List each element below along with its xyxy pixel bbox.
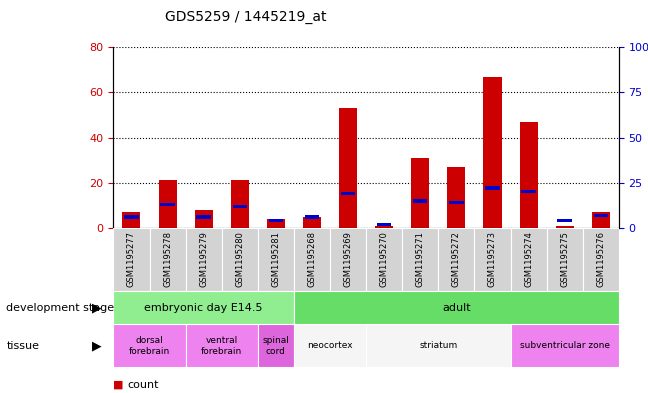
Text: GSM1195272: GSM1195272 bbox=[452, 231, 461, 287]
Bar bbox=[366, 324, 511, 367]
Text: GSM1195275: GSM1195275 bbox=[560, 231, 569, 287]
Bar bbox=[594, 213, 608, 217]
Bar bbox=[402, 228, 438, 291]
Bar bbox=[592, 212, 610, 228]
Text: subventricular zone: subventricular zone bbox=[520, 342, 610, 350]
Bar bbox=[159, 180, 176, 228]
Bar bbox=[294, 228, 330, 291]
Bar bbox=[485, 186, 500, 190]
Bar bbox=[124, 215, 139, 219]
Bar bbox=[258, 324, 294, 367]
Bar bbox=[522, 190, 536, 193]
Text: GSM1195268: GSM1195268 bbox=[307, 231, 316, 287]
Bar bbox=[375, 226, 393, 228]
Bar bbox=[339, 108, 357, 228]
Bar bbox=[447, 167, 465, 228]
Bar bbox=[233, 204, 247, 208]
Bar bbox=[122, 212, 141, 228]
Bar bbox=[267, 219, 285, 228]
Text: GSM1195274: GSM1195274 bbox=[524, 231, 533, 287]
Bar bbox=[160, 203, 175, 206]
Bar bbox=[185, 324, 258, 367]
Text: embryonic day E14.5: embryonic day E14.5 bbox=[145, 303, 263, 312]
Bar bbox=[520, 122, 538, 228]
Bar bbox=[258, 228, 294, 291]
Text: count: count bbox=[128, 380, 159, 390]
Bar bbox=[113, 324, 185, 367]
Text: GSM1195271: GSM1195271 bbox=[416, 231, 425, 287]
Text: GSM1195273: GSM1195273 bbox=[488, 231, 497, 287]
Bar bbox=[196, 215, 211, 219]
Text: GDS5259 / 1445219_at: GDS5259 / 1445219_at bbox=[165, 9, 327, 24]
Bar bbox=[330, 228, 366, 291]
Bar bbox=[413, 199, 428, 202]
Bar bbox=[294, 291, 619, 324]
Bar bbox=[438, 228, 474, 291]
Text: striatum: striatum bbox=[419, 342, 457, 350]
Bar bbox=[547, 228, 583, 291]
Bar bbox=[449, 201, 463, 204]
Bar bbox=[556, 226, 573, 228]
Bar bbox=[511, 228, 547, 291]
Text: GSM1195276: GSM1195276 bbox=[596, 231, 605, 287]
Bar bbox=[583, 228, 619, 291]
Bar bbox=[511, 324, 619, 367]
Text: GSM1195278: GSM1195278 bbox=[163, 231, 172, 287]
Text: GSM1195270: GSM1195270 bbox=[380, 231, 389, 287]
Bar bbox=[303, 217, 321, 228]
Bar bbox=[341, 192, 355, 195]
Text: tissue: tissue bbox=[6, 341, 40, 351]
Bar bbox=[366, 228, 402, 291]
Bar bbox=[269, 219, 283, 222]
Text: GSM1195279: GSM1195279 bbox=[199, 231, 208, 287]
Bar bbox=[185, 228, 222, 291]
Bar bbox=[113, 291, 294, 324]
Text: dorsal
forebrain: dorsal forebrain bbox=[129, 336, 170, 356]
Bar bbox=[194, 210, 213, 228]
Bar bbox=[411, 158, 429, 228]
Bar bbox=[474, 228, 511, 291]
Bar bbox=[377, 222, 391, 226]
Bar bbox=[150, 228, 185, 291]
Text: GSM1195269: GSM1195269 bbox=[343, 231, 353, 287]
Text: neocortex: neocortex bbox=[307, 342, 353, 350]
Text: GSM1195281: GSM1195281 bbox=[272, 231, 281, 287]
Bar bbox=[231, 180, 249, 228]
Text: ventral
forebrain: ventral forebrain bbox=[201, 336, 242, 356]
Text: adult: adult bbox=[442, 303, 470, 312]
Text: GSM1195277: GSM1195277 bbox=[127, 231, 136, 287]
Text: spinal
cord: spinal cord bbox=[262, 336, 289, 356]
Text: ▶: ▶ bbox=[93, 339, 102, 353]
Text: ▶: ▶ bbox=[93, 301, 102, 314]
Bar bbox=[294, 324, 366, 367]
Bar bbox=[222, 228, 258, 291]
Text: development stage: development stage bbox=[6, 303, 115, 312]
Bar bbox=[483, 77, 502, 228]
Text: GSM1195280: GSM1195280 bbox=[235, 231, 244, 287]
Bar bbox=[305, 215, 319, 219]
Bar bbox=[113, 228, 150, 291]
Bar bbox=[557, 219, 572, 222]
Text: ■: ■ bbox=[113, 380, 124, 390]
